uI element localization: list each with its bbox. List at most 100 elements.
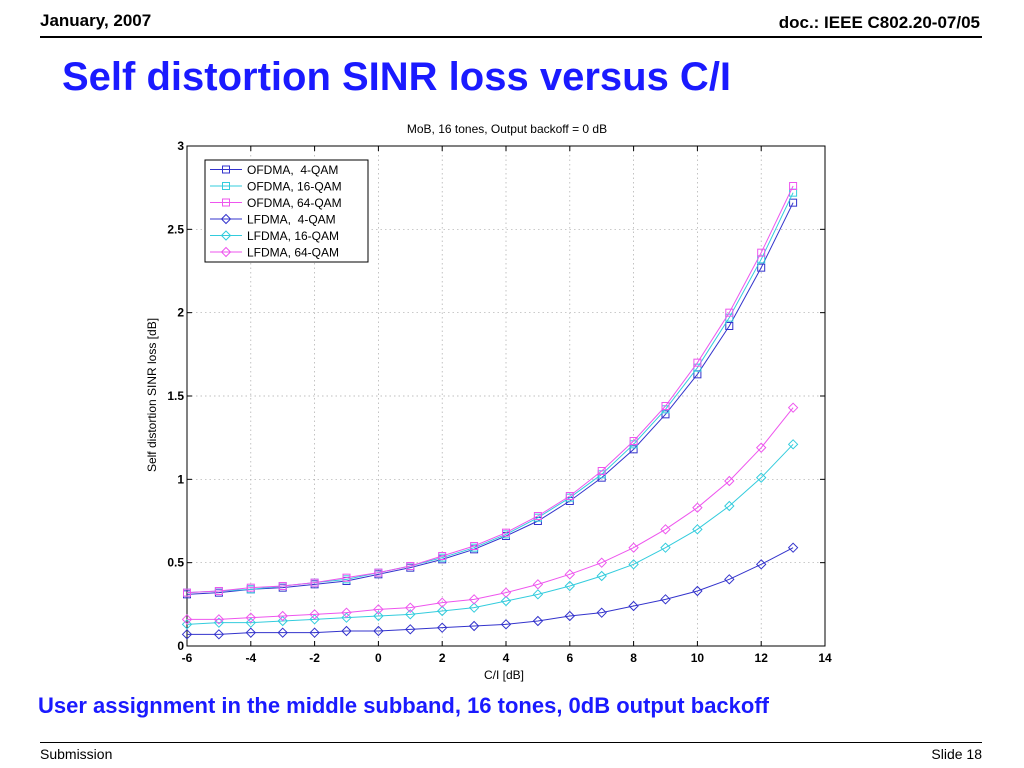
data-point: [661, 410, 670, 419]
data-point: [628, 542, 639, 553]
header-doc-id: doc.: IEEE C802.20-07/05: [778, 13, 980, 32]
data-point: [564, 580, 576, 592]
legend-marker: [220, 213, 232, 225]
legend-entry: OFDMA, 4-QAM: [210, 163, 338, 177]
data-point: [342, 573, 351, 582]
data-point: [532, 615, 544, 627]
data-point: [724, 475, 735, 487]
x-tick-label: 10: [691, 651, 705, 665]
data-point: [213, 629, 225, 640]
data-point: [438, 552, 447, 560]
data-point: [278, 582, 287, 590]
legend-entry: LFDMA, 16-QAM: [210, 229, 339, 243]
legend-label: OFDMA, 4-QAM: [247, 163, 338, 177]
footer-submission: Submission: [40, 746, 113, 762]
x-tick-label: 14: [818, 651, 832, 665]
x-tick-label: 6: [566, 651, 573, 665]
data-point: [246, 583, 255, 592]
data-point: [596, 607, 607, 618]
grid: [187, 146, 825, 646]
data-point: [596, 557, 607, 568]
data-point: [532, 579, 544, 590]
data-point: [755, 559, 767, 570]
data-point: [629, 437, 638, 445]
data-point: [564, 569, 576, 580]
data-point: [628, 600, 639, 612]
legend-label: OFDMA, 16-QAM: [247, 180, 342, 194]
data-point: [500, 595, 512, 607]
data-point: [789, 182, 798, 190]
y-tick-label: 2.5: [167, 222, 184, 236]
data-point: [789, 198, 798, 207]
data-point: [245, 612, 257, 623]
data-point: [277, 627, 288, 638]
data-point: [468, 602, 480, 613]
data-point: [310, 578, 319, 587]
data-point: [755, 442, 767, 453]
axis-ticks: -6 -4 -2 0 2 4 6 8 10 12 14 0 0.5 1 1.5 2 2.5 3: [167, 139, 832, 665]
footer-slide-number: Slide 18: [931, 746, 982, 762]
series-5: [181, 439, 799, 630]
data-point: [406, 562, 415, 570]
data-point: [181, 619, 193, 630]
legend-entry: OFDMA, 16-QAM: [210, 180, 342, 194]
x-tick-label: -6: [182, 651, 193, 665]
data-point: [757, 248, 766, 257]
data-point: [341, 607, 352, 618]
y-tick-label: 3: [177, 139, 184, 153]
data-point: [213, 614, 225, 625]
legend-marker: [222, 165, 230, 174]
x-tick-label: 12: [755, 651, 769, 665]
legend-marker: [220, 230, 232, 241]
data-point: [183, 588, 191, 597]
y-axis-label: Self distortion SINR loss [dB]: [145, 318, 159, 472]
series-6: [181, 402, 799, 625]
legend-entry: LFDMA, 64-QAM: [210, 246, 339, 260]
data-point: [660, 542, 671, 553]
header-date: January, 2007: [40, 11, 152, 30]
x-tick-label: 4: [503, 651, 510, 665]
data-point: [755, 472, 767, 483]
data-point: [629, 445, 638, 454]
legend-marker: [222, 198, 230, 207]
data-point: [692, 585, 703, 597]
slide-title: Self distortion SINR loss versus C/I: [62, 55, 732, 99]
y-tick-label: 0: [177, 639, 184, 653]
data-point: [309, 614, 320, 625]
data-point: [405, 602, 416, 613]
data-point: [787, 542, 799, 553]
series-line: [187, 547, 794, 635]
data-point: [660, 594, 671, 605]
data-point: [374, 568, 383, 577]
y-tick-label: 1: [177, 472, 184, 486]
data-point: [468, 620, 480, 632]
data-point: [532, 589, 544, 600]
data-point: [500, 619, 512, 630]
data-point: [373, 610, 384, 622]
footer-divider: [40, 742, 982, 743]
x-tick-label: 8: [630, 651, 637, 665]
data-point: [725, 322, 734, 330]
data-point: [628, 559, 639, 570]
series-line: [186, 185, 794, 594]
series-3: [183, 182, 798, 597]
data-point: [309, 609, 320, 620]
data-point: [787, 402, 799, 413]
data-point: [468, 594, 480, 605]
slide-caption: User assignment in the middle subband, 1…: [38, 693, 769, 718]
data-point: [341, 625, 352, 637]
data-point: [245, 627, 257, 638]
legend-label: LFDMA, 4-QAM: [247, 213, 336, 227]
legend-label: LFDMA, 64-QAM: [247, 246, 339, 260]
data-point: [373, 625, 384, 637]
data-point: [660, 524, 671, 535]
data-point: [692, 524, 703, 535]
legend-label: LFDMA, 16-QAM: [247, 229, 339, 243]
data-point: [436, 605, 448, 617]
data-point: [725, 308, 734, 317]
data-point: [500, 587, 512, 598]
series-4: [181, 542, 799, 640]
data-point: [564, 610, 576, 622]
data-point: [470, 542, 479, 550]
